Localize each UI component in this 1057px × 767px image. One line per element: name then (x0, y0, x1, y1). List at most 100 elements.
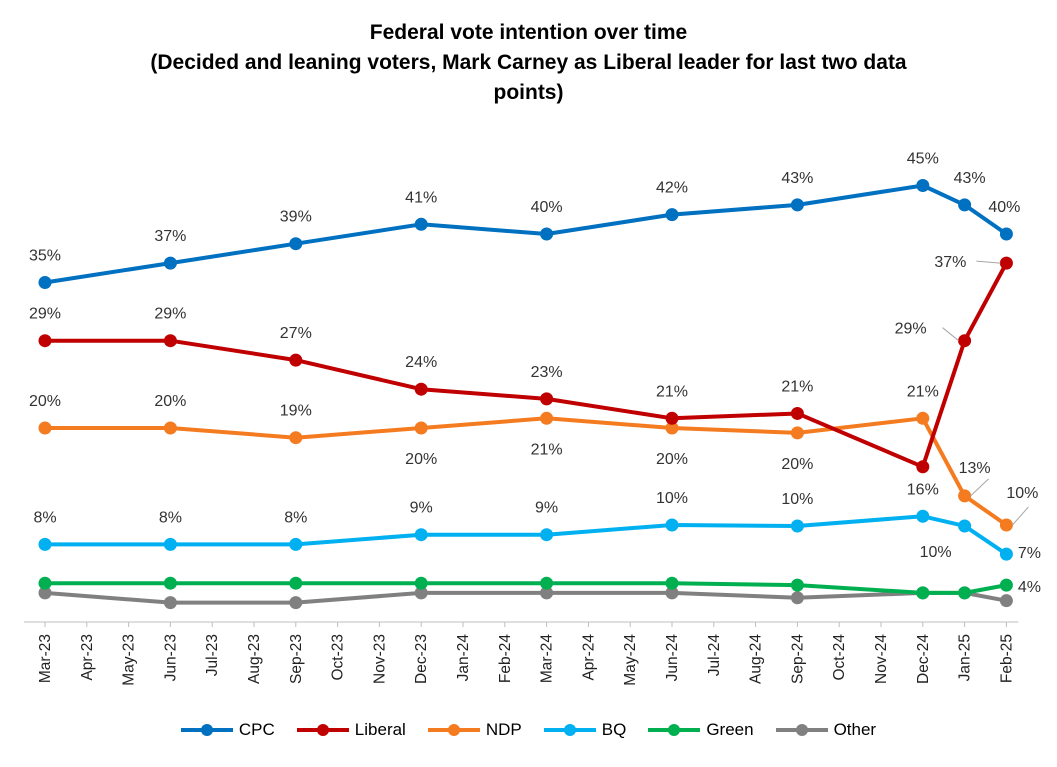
bq-data-point (790, 519, 804, 533)
liberal-data-label: 29% (895, 321, 927, 338)
x-tick-label: Aug-24 (748, 634, 765, 684)
legend-item-cpc: CPC (180, 720, 275, 740)
cpc-data-point (999, 227, 1013, 241)
chart-title: Federal vote intention over time (Decide… (0, 18, 1057, 108)
ndp-data-label: 20% (154, 393, 186, 410)
cpc-data-point (790, 198, 804, 212)
ndp-data-label: 21% (907, 383, 939, 400)
other-data-point (38, 586, 52, 600)
liberal-data-point (790, 406, 804, 420)
green-data-point (163, 576, 177, 590)
liberal-data-point (38, 334, 52, 348)
ndp-data-point (790, 426, 804, 440)
other-data-point (163, 596, 177, 610)
green-data-point (38, 576, 52, 590)
liberal-series-line (45, 262, 1009, 469)
cpc-data-point (916, 179, 930, 192)
chart-title-line-1: Federal vote intention over time (369, 21, 688, 44)
cpc-series-line (44, 183, 1008, 285)
bq-data-label: 10% (781, 491, 813, 508)
ndp-data-label: 20% (656, 451, 688, 468)
bq-data-point (414, 528, 428, 542)
bq-data-point (289, 537, 303, 551)
cpc-data-point (414, 217, 428, 231)
line-chart: Mar-23 Apr-23 May-23 Jun-23 Jul-23 Aug-23 Sep-… (24, 151, 1041, 686)
liberal-data-label: 37% (934, 254, 966, 271)
x-tick-label: Dec-23 (413, 634, 430, 684)
x-tick-label: Jun-24 (664, 634, 681, 682)
bq-data-label: 7% (1018, 545, 1041, 562)
ndp-data-point (540, 411, 554, 425)
x-tick-label: Nov-24 (873, 634, 890, 684)
ndp-series-line (45, 416, 1008, 527)
x-tick-label: Mar-24 (539, 634, 556, 683)
ndp-data-point (289, 431, 303, 445)
bq-data-point (958, 519, 972, 533)
other-data-point (999, 594, 1013, 608)
ndp-data-point (665, 421, 679, 435)
cpc-data-point (163, 256, 177, 270)
x-tick-label: Nov-23 (371, 634, 388, 684)
x-tick-label: Apr-23 (79, 634, 96, 681)
bq-data-point (38, 537, 52, 551)
green-data-point (958, 586, 972, 600)
ndp-data-label: 19% (280, 403, 312, 420)
label-leader-line (1012, 506, 1029, 526)
green-data-point (790, 578, 804, 592)
bq-series-line (45, 514, 1008, 556)
legend-swatch-bq (543, 722, 596, 738)
label-leader-line (976, 260, 1001, 264)
cpc-data-label: 40% (531, 199, 563, 216)
ndp-data-point (38, 421, 52, 435)
legend-swatch-other (775, 722, 828, 738)
ndp-data-label: 21% (531, 441, 563, 458)
cpc-data-label: 37% (154, 228, 186, 245)
liberal-data-point (999, 256, 1013, 270)
cpc-data-point (665, 208, 679, 222)
other-data-point (414, 586, 428, 600)
ndp-data-label: 20% (781, 456, 813, 473)
bq-data-label: 8% (159, 509, 182, 526)
liberal-data-label: 21% (781, 378, 813, 395)
legend-label-liberal: Liberal (354, 720, 406, 739)
liberal-data-label: 24% (405, 354, 437, 371)
bq-data-label: 16% (907, 481, 939, 498)
cpc-data-label: 45% (907, 151, 939, 168)
bq-data-point (540, 528, 554, 542)
bq-data-label: 10% (920, 544, 952, 561)
bq-data-point (163, 537, 177, 551)
x-tick-label: Jun-23 (162, 634, 179, 681)
bq-data-label: 8% (33, 509, 56, 526)
liberal-data-label: 29% (154, 306, 186, 323)
legend-label-other: Other (833, 720, 877, 739)
x-tick-label: Aug-23 (246, 634, 263, 684)
cpc-data-point (540, 227, 554, 241)
liberal-data-point (958, 334, 972, 348)
ndp-data-point (916, 411, 930, 425)
bq-data-label: 8% (284, 509, 307, 526)
x-tick-label: Oct-23 (330, 634, 347, 681)
ndp-data-point (163, 421, 177, 435)
liberal-data-label: 23% (531, 364, 563, 381)
cpc-data-point (289, 237, 303, 251)
liberal-data-point (289, 353, 303, 367)
ndp-data-label: 10% (1006, 485, 1038, 502)
legend-item-liberal: Liberal (296, 720, 406, 740)
ndp-data-label: 13% (959, 460, 991, 477)
ndp-data-point (414, 421, 428, 435)
cpc-data-point (958, 198, 972, 212)
ndp-data-label: 20% (405, 451, 437, 468)
cpc-data-label: 41% (405, 189, 437, 206)
bq-data-label: 9% (410, 500, 433, 517)
x-tick-label: Oct-24 (831, 634, 848, 681)
x-tick-label: Jan-24 (455, 634, 472, 682)
green-data-point (916, 586, 930, 600)
green-data-point (999, 578, 1013, 592)
other-data-point (540, 586, 554, 600)
cpc-data-label: 43% (781, 170, 813, 187)
label-leader-line (942, 327, 959, 342)
bq-data-point (665, 518, 679, 532)
legend-item-bq: BQ (543, 720, 626, 740)
label-leader-line (970, 478, 989, 497)
other-data-point (289, 596, 303, 610)
